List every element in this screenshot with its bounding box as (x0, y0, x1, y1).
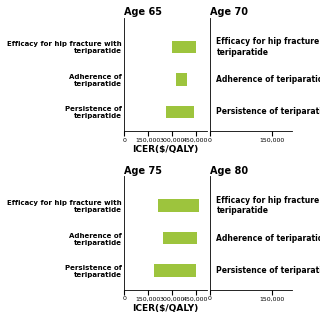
Bar (172, 41, 196, 53)
Text: Efficacy for hip fracture with
teriparatide: Efficacy for hip fracture with teriparat… (217, 37, 320, 57)
Text: Persistence of teriparatide: Persistence of teriparatide (217, 108, 320, 116)
Bar (154, 264, 196, 277)
Bar (163, 232, 197, 244)
Bar (158, 199, 199, 212)
Text: Persistence of teriparatide: Persistence of teriparatide (217, 266, 320, 275)
Bar (166, 106, 194, 118)
Text: Age 65: Age 65 (124, 7, 162, 17)
X-axis label: ICER($/QALY): ICER($/QALY) (132, 146, 199, 155)
Bar (176, 73, 187, 86)
Text: Age 75: Age 75 (124, 165, 162, 176)
X-axis label: ICER($/QALY): ICER($/QALY) (132, 304, 199, 313)
Text: Adherence of teriparatide: Adherence of teriparatide (217, 75, 320, 84)
Text: Adherence of teriparatide: Adherence of teriparatide (217, 234, 320, 243)
Text: Efficacy for hip fracture with
teriparatide: Efficacy for hip fracture with teriparat… (217, 196, 320, 215)
Text: Age 70: Age 70 (210, 7, 248, 17)
Text: Age 80: Age 80 (210, 165, 248, 176)
